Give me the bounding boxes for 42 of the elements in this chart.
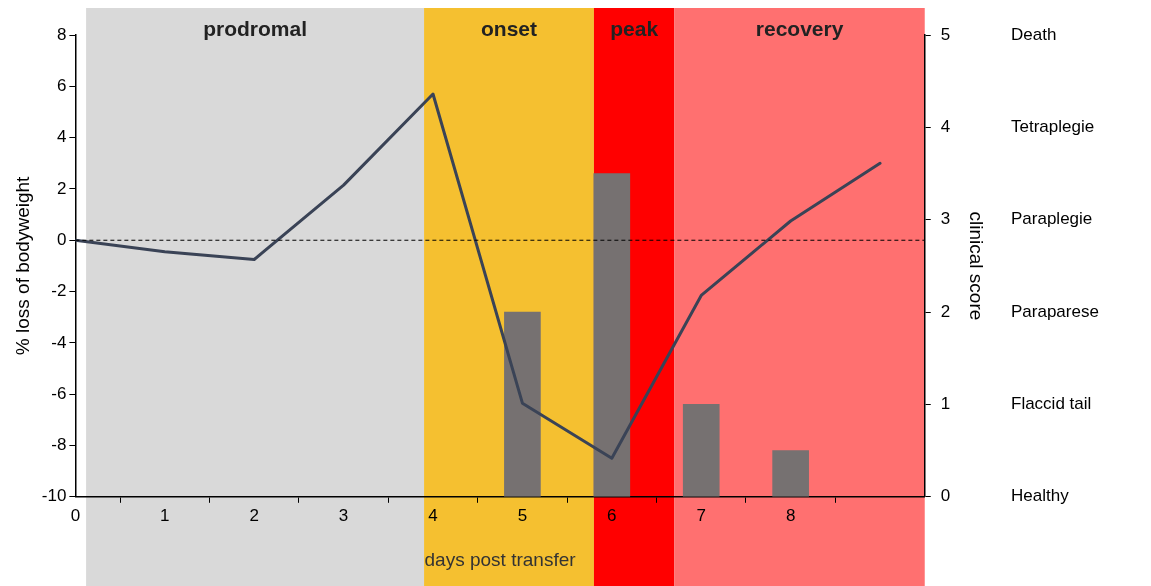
bar [772,450,809,497]
text: Death [1011,24,1057,44]
y-tick-label: 4 [56,127,67,147]
x-tick-label: 3 [338,505,349,525]
y-tick-label: 8 [56,24,67,44]
text: Healthy [1011,486,1070,506]
text: Flaccid tail [1011,394,1092,414]
y-tick-label: -6 [51,383,67,403]
y2-axis-title: clinical score [966,211,988,321]
bar [593,173,631,497]
y-tick-label: -8 [51,435,67,455]
band-label: peak [610,17,659,41]
x-tick-label: 8 [785,505,796,525]
band-label: prodromal [203,17,307,41]
text: Paraparese [1011,301,1099,321]
x-tick-label: 1 [160,505,170,525]
y-axis-title: % loss of bodyweight [11,175,33,356]
y-tick-label: -2 [51,281,67,301]
y-tick-label: -10 [41,486,67,506]
y-tick-label: -4 [51,332,67,352]
x-tick-label: 5 [517,505,528,525]
y-tick-label: 0 [56,229,67,249]
y2-tick-label: 2 [940,301,951,321]
bar [682,404,720,497]
y-tick-label: 6 [56,76,67,95]
x-tick-label: 0 [70,505,81,525]
y2-tick-label: 3 [940,209,951,229]
band-label: onset [480,17,538,41]
x-tick-label: 4 [428,505,438,525]
bar [504,311,541,497]
text: Tetraplegie [1011,117,1095,137]
y2-tick-label: 1 [940,394,951,414]
x-tick-label: 6 [607,505,617,525]
y2-tick-label: 4 [940,117,951,137]
y2-tick-label: 0 [940,486,951,506]
x-tick-label: 2 [249,505,259,525]
x-axis-title: days post transfer [424,548,577,570]
band-label: recovery [755,17,844,41]
y-tick-label: 2 [56,178,67,198]
y2-tick-label: 5 [940,24,951,44]
x-tick-label: 7 [696,505,706,525]
text: Paraplegie [1011,209,1093,229]
